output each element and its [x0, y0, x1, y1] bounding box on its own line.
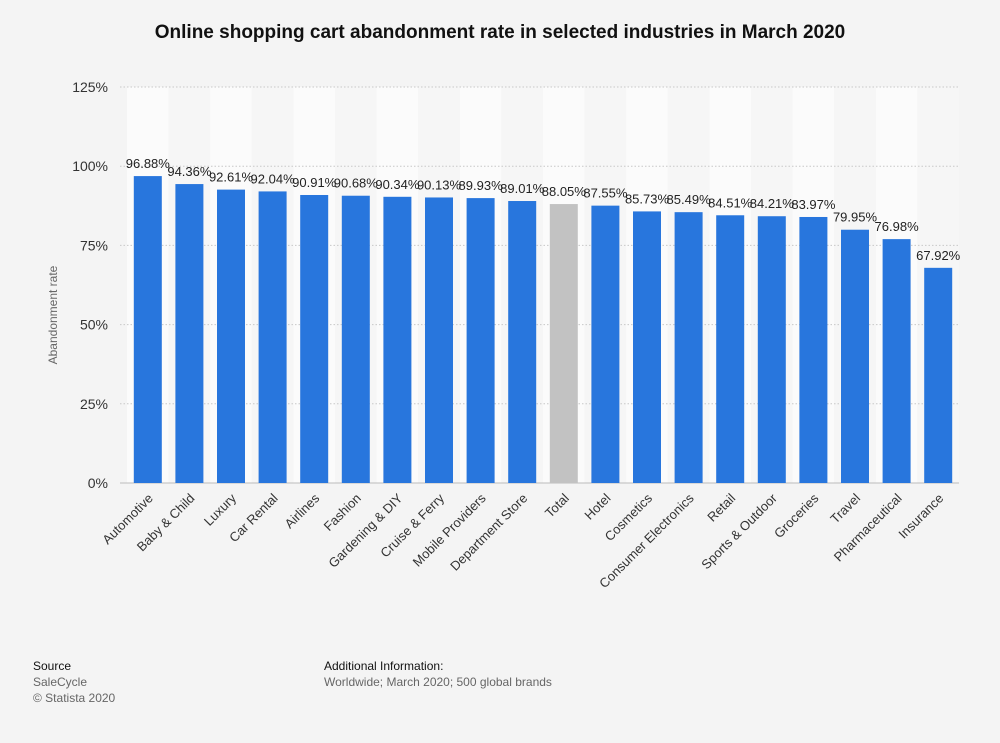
bar	[841, 229, 869, 483]
x-tick-label: Total	[542, 490, 572, 520]
bar	[716, 215, 745, 483]
x-tick-label: Luxury	[201, 490, 240, 529]
bar	[674, 212, 703, 484]
info-heading: Additional Information:	[324, 659, 444, 673]
bar	[757, 216, 786, 483]
data-label: 90.68%	[334, 176, 379, 191]
source-link[interactable]: SaleCycle	[33, 675, 88, 689]
source-block: Source SaleCycle © Statista 2020	[33, 658, 115, 706]
bar	[633, 211, 661, 484]
x-tick-label: Retail	[704, 490, 738, 524]
y-tick-label: 0%	[88, 475, 108, 491]
data-label: 90.91%	[292, 175, 337, 190]
x-tick-label: Hotel	[581, 490, 613, 522]
x-tick-label: Airlines	[282, 490, 323, 531]
bar	[799, 216, 828, 484]
y-tick-label: 50%	[80, 317, 108, 333]
x-tick-label: Groceries	[771, 490, 822, 541]
data-label: 79.95%	[833, 210, 878, 225]
data-label: 67.92%	[916, 248, 961, 263]
data-label: 89.93%	[459, 178, 504, 193]
bar	[217, 189, 245, 484]
data-label: 83.97%	[791, 197, 836, 212]
bar	[466, 198, 495, 484]
x-tick-label: Department Store	[447, 491, 530, 574]
bar	[549, 204, 578, 483]
bar	[591, 205, 620, 483]
bar	[383, 196, 412, 483]
y-tick-label: 100%	[72, 158, 108, 174]
bar	[425, 197, 453, 484]
y-tick-label: 125%	[72, 79, 108, 95]
data-label: 89.01%	[500, 181, 545, 196]
data-label: 94.36%	[167, 164, 212, 179]
data-label: 90.34%	[375, 177, 420, 192]
bar	[924, 267, 953, 483]
data-label: 84.51%	[708, 195, 753, 210]
info-text: Worldwide; March 2020; 500 global brands	[324, 675, 552, 689]
x-tick-label: Sports & Outdoor	[698, 490, 780, 572]
x-tick-label: Mobile Providers	[410, 490, 489, 569]
data-label: 84.21%	[750, 196, 795, 211]
x-tick-label: Insurance	[895, 491, 946, 542]
x-tick-label: Gardening & DIY	[325, 490, 405, 570]
data-label: 88.05%	[542, 184, 587, 199]
x-tick-label: Travel	[827, 490, 863, 526]
bar	[258, 191, 287, 483]
data-label: 76.98%	[875, 219, 920, 234]
bar-chart: 0% 25% 50% 75% 100% 125% Abandonment rate 96.88…	[46, 79, 961, 591]
bar	[175, 184, 204, 484]
bar	[341, 195, 370, 483]
data-label: 90.13%	[417, 177, 462, 192]
data-label: 87.55%	[583, 186, 628, 201]
additional-info: Additional Information: Worldwide; March…	[324, 658, 552, 690]
y-tick-label: 75%	[80, 237, 108, 253]
data-label: 96.88%	[126, 156, 171, 171]
data-label: 92.04%	[251, 171, 296, 186]
bar	[300, 194, 329, 483]
copyright: © Statista 2020	[33, 691, 116, 705]
bar	[882, 239, 911, 483]
bar	[508, 201, 537, 483]
bar	[133, 176, 162, 483]
chart-title: Online shopping cart abandonment rate in…	[154, 22, 846, 43]
data-label: 92.61%	[209, 170, 254, 185]
data-label: 85.73%	[625, 191, 670, 206]
data-label: 85.49%	[667, 192, 712, 207]
y-tick-label: 25%	[80, 396, 108, 412]
source-heading: Source	[33, 659, 72, 673]
y-axis-label: Abandonment rate	[46, 265, 60, 364]
